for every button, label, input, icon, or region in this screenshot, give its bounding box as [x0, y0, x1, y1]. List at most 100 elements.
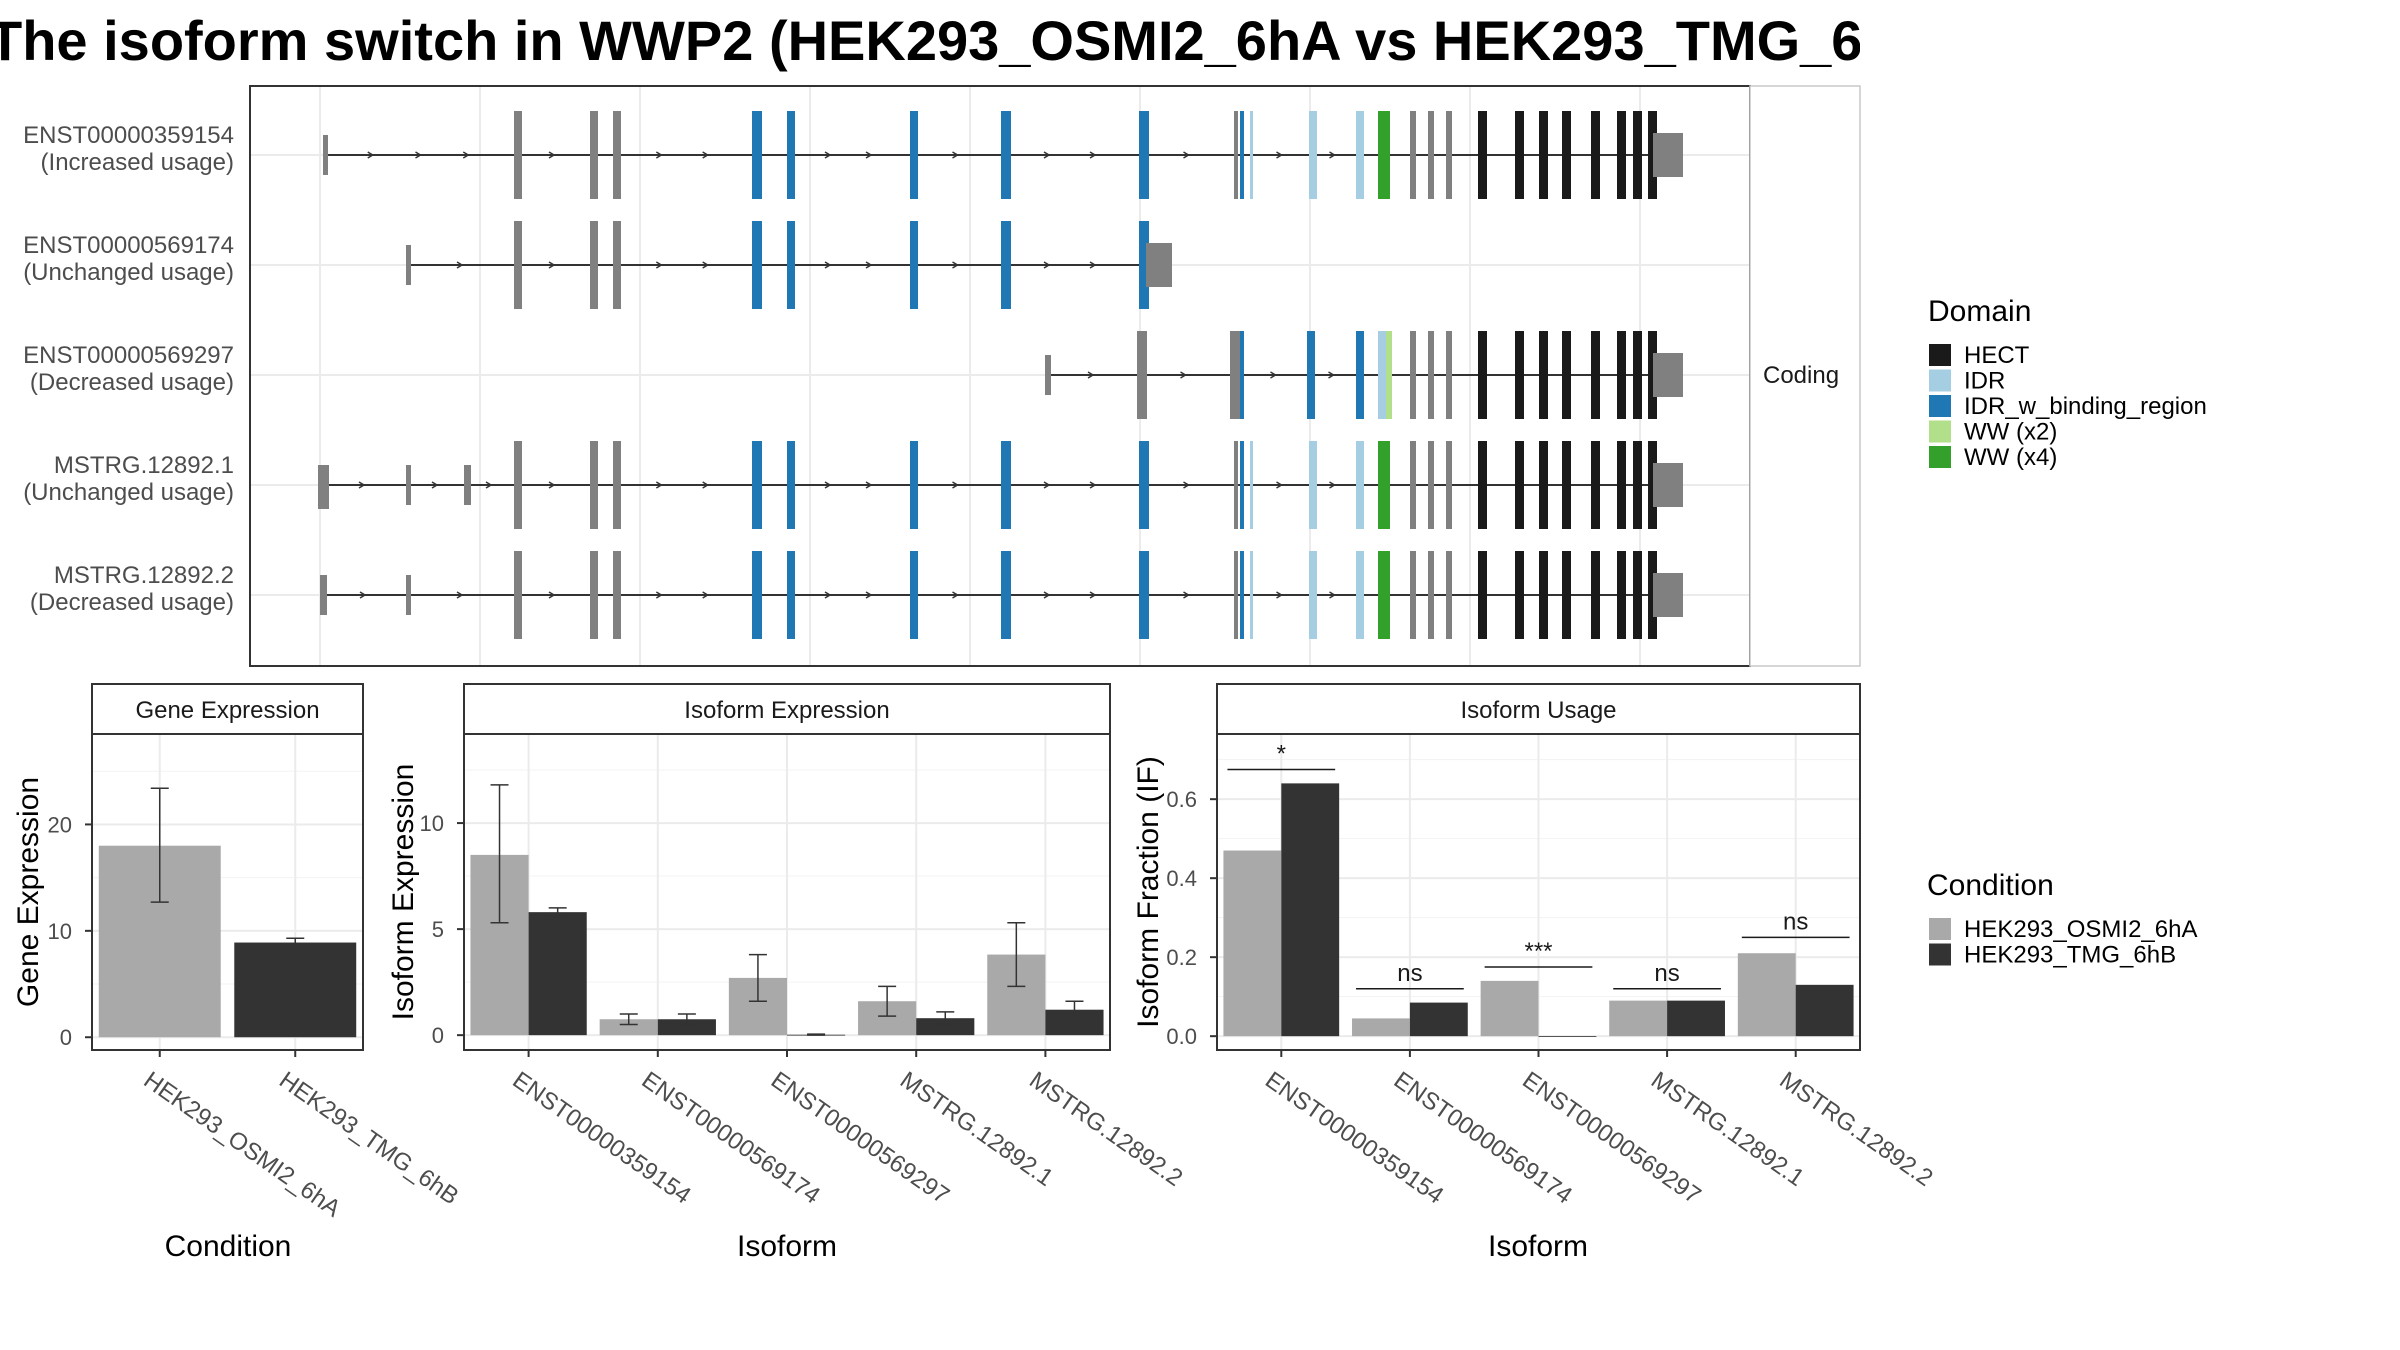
- coding-exon: [1378, 331, 1386, 419]
- coding-exon: [590, 551, 598, 639]
- domain-legend-label: WW (x2): [1964, 419, 2057, 446]
- direction-chevron: [485, 481, 493, 489]
- bar: [657, 1019, 716, 1036]
- domain-legend-label: IDR: [1964, 368, 2005, 395]
- direction-chevron: [1180, 371, 1187, 379]
- coding-exon: [1410, 331, 1416, 419]
- y-axis-title: Isoform Fraction (IF): [1132, 756, 1165, 1028]
- direction-chevron: [1183, 481, 1190, 489]
- coding-exon: [1446, 441, 1452, 529]
- facet-strip-label: Coding: [1763, 362, 1839, 389]
- coding-exon: [787, 111, 795, 199]
- direction-chevron: [865, 591, 873, 599]
- coding-exon: [1309, 111, 1317, 199]
- facet-strip: [1749, 85, 1861, 667]
- coding-exon: [1648, 551, 1657, 639]
- significance-label: ns: [1783, 908, 1808, 935]
- direction-chevron: [702, 481, 710, 489]
- transcript-usage-label: (Decreased usage): [30, 589, 234, 616]
- direction-chevron: [1089, 481, 1097, 489]
- coding-exon: [1386, 331, 1392, 419]
- coding-exon: [514, 441, 522, 529]
- coding-exon: [787, 441, 795, 529]
- coding-exon: [1515, 551, 1524, 639]
- direction-chevron: [1087, 371, 1095, 379]
- transcript-id-label: ENST00000359154: [23, 122, 234, 149]
- bar: [1538, 1036, 1597, 1037]
- direction-chevron: [1183, 591, 1190, 599]
- y-tick-label: 0.6: [1166, 787, 1197, 812]
- direction-chevron: [1089, 591, 1097, 599]
- coding-exon: [514, 221, 522, 309]
- coding-exon: [1309, 441, 1317, 529]
- coding-exon: [1648, 331, 1657, 419]
- coding-exon: [1562, 331, 1571, 419]
- direction-chevron: [655, 481, 663, 489]
- bar: [1352, 1018, 1410, 1037]
- direction-chevron: [952, 591, 959, 599]
- direction-chevron: [1089, 151, 1097, 159]
- utr-exon: [1653, 133, 1683, 177]
- transcript-row: [323, 111, 1683, 199]
- y-tick-label: 10: [420, 811, 444, 836]
- coding-exon: [1139, 221, 1149, 309]
- y-tick-label: 5: [432, 917, 444, 942]
- coding-exon: [787, 551, 795, 639]
- bar: [916, 1018, 975, 1036]
- y-tick-label: 20: [48, 812, 72, 837]
- domain-legend-label: HECT: [1964, 342, 2030, 369]
- condition-legend-label: HEK293_OSMI2_6hA: [1964, 916, 2197, 943]
- significance-label: *: [1277, 741, 1286, 768]
- utr-exon: [1045, 355, 1051, 395]
- bar: [1609, 1000, 1668, 1037]
- direction-chevron: [1043, 151, 1051, 159]
- coding-exon: [1428, 331, 1434, 419]
- coding-exon: [1478, 551, 1487, 639]
- coding-exon: [1139, 441, 1149, 529]
- transcript-id-label: ENST00000569297: [23, 342, 234, 369]
- condition-legend-label: HEK293_TMG_6hB: [1964, 942, 2176, 969]
- bar: [1737, 953, 1796, 1037]
- transcript-usage-label: (Increased usage): [41, 149, 234, 176]
- direction-chevron: [824, 591, 832, 599]
- coding-exon: [1356, 551, 1364, 639]
- coding-exon: [1378, 551, 1390, 639]
- direction-chevron: [952, 151, 959, 159]
- direction-chevron: [462, 151, 470, 159]
- utr-exon: [464, 465, 471, 505]
- coding-exon: [514, 551, 522, 639]
- coding-exon: [1240, 441, 1244, 529]
- bar-panel: Isoform Expression0510ENST00000359154ENS…: [387, 683, 1187, 1263]
- condition-legend-title: Condition: [1927, 869, 2054, 902]
- direction-chevron: [1276, 481, 1283, 489]
- coding-exon: [1356, 111, 1364, 199]
- direction-chevron: [865, 151, 873, 159]
- coding-exon: [1539, 331, 1548, 419]
- domain-legend-key: [1929, 344, 1951, 366]
- x-axis-title: Isoform: [737, 1230, 837, 1263]
- bar: [1409, 1002, 1468, 1037]
- direction-chevron: [1043, 591, 1051, 599]
- coding-exon: [1617, 441, 1626, 529]
- y-tick-label: 0: [432, 1023, 444, 1048]
- coding-exon: [1139, 111, 1149, 199]
- utr-exon: [1146, 243, 1172, 287]
- bar: [1223, 850, 1282, 1037]
- panel-title: Isoform Usage: [1460, 697, 1616, 724]
- utr-exon: [323, 135, 328, 175]
- coding-exon: [1240, 111, 1244, 199]
- direction-chevron: [359, 591, 367, 599]
- direction-chevron: [824, 481, 832, 489]
- direction-chevron: [415, 151, 422, 159]
- direction-chevron: [952, 481, 959, 489]
- bar: [1667, 1000, 1725, 1037]
- coding-exon: [1591, 111, 1600, 199]
- y-tick-label: 0.0: [1166, 1024, 1197, 1049]
- direction-chevron: [702, 151, 710, 159]
- coding-exon: [752, 441, 762, 529]
- coding-exon: [1648, 441, 1657, 529]
- bar: [1281, 783, 1340, 1037]
- coding-exon: [1001, 221, 1011, 309]
- direction-chevron: [358, 481, 366, 489]
- direction-chevron: [548, 261, 556, 269]
